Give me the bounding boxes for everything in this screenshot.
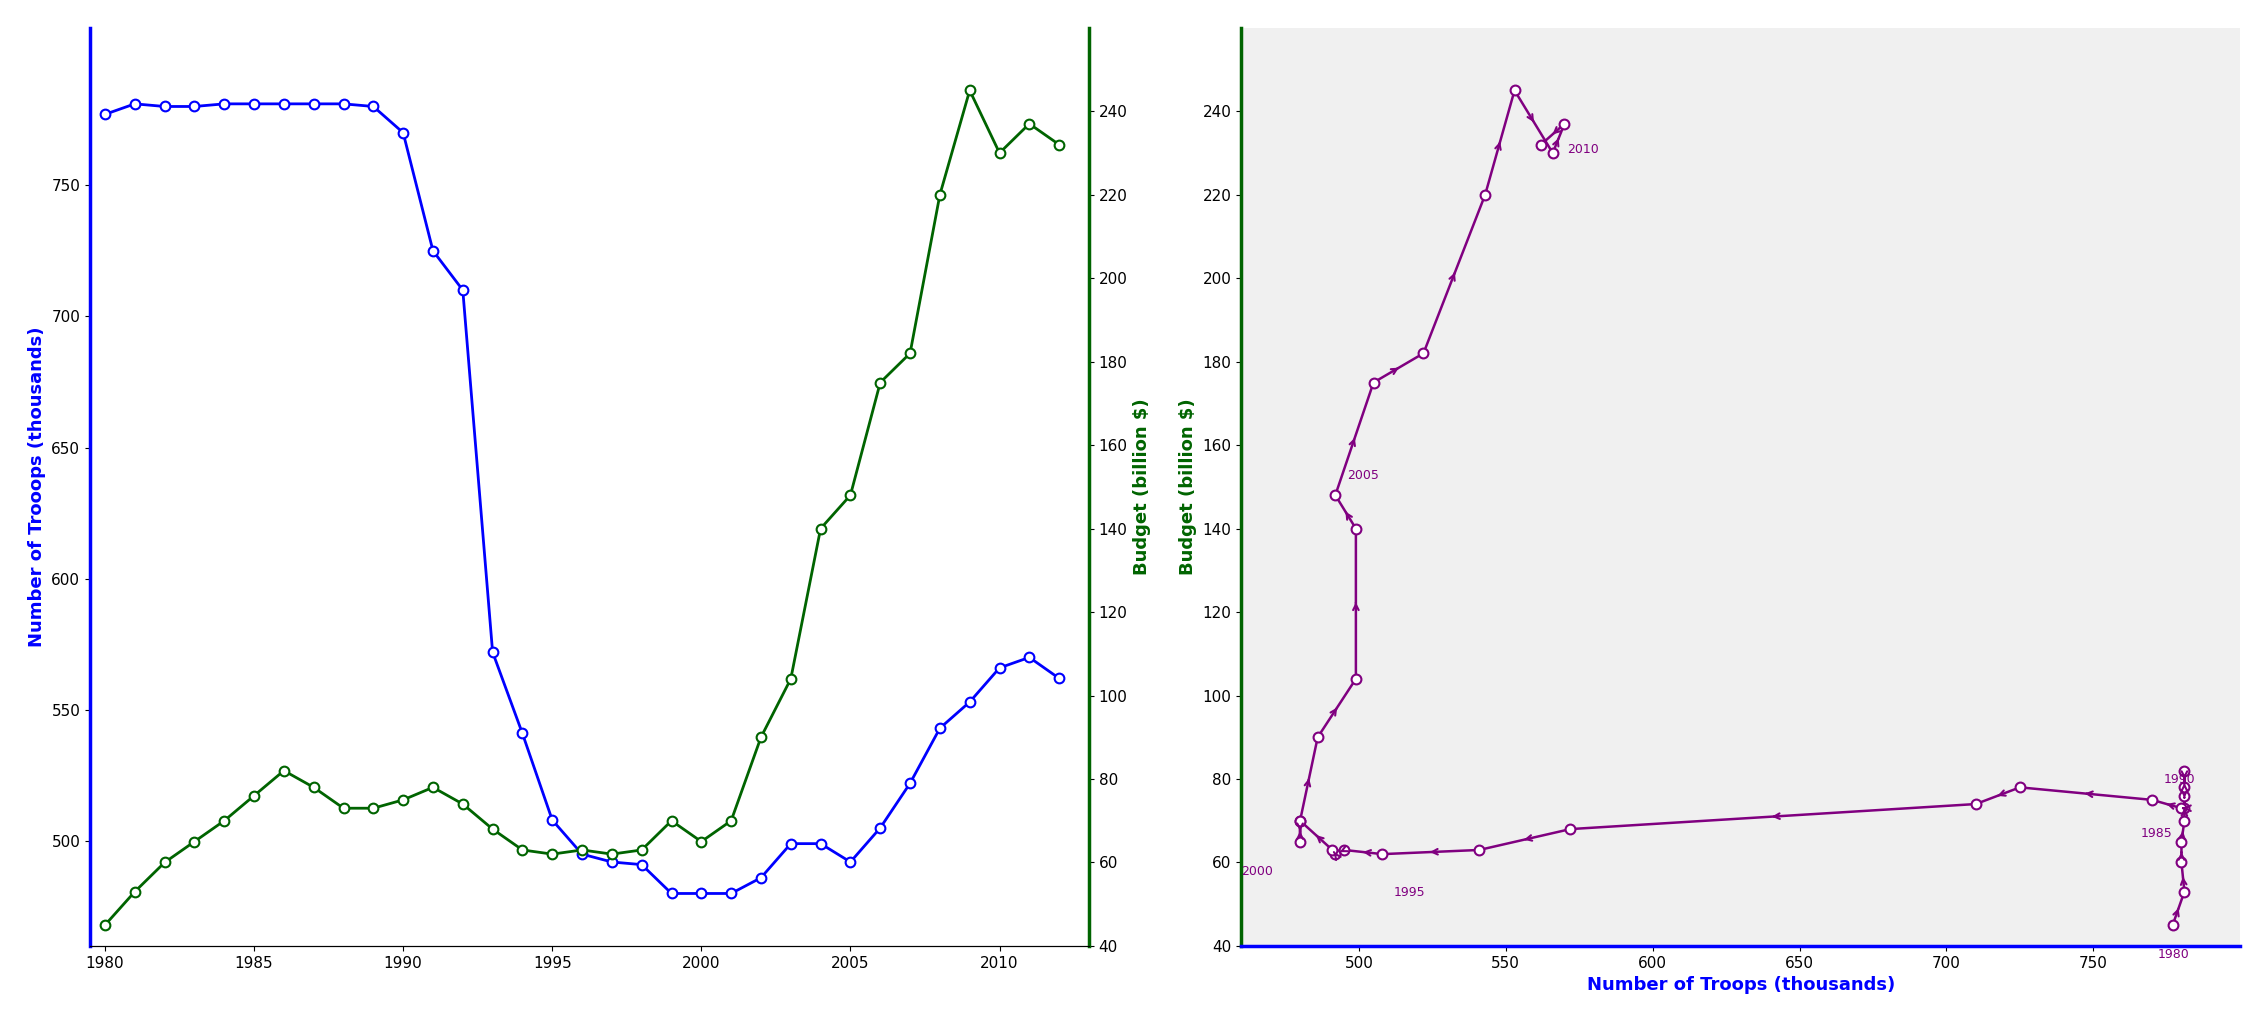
Text: 2005: 2005 (1347, 468, 1379, 481)
Point (2155, 917, 2191, 933)
Point (1467, 187, 1504, 203)
Point (2164, 800, 2200, 817)
Y-axis label: Budget (billion $): Budget (billion $) (1134, 399, 1152, 575)
Point (1461, 842, 1497, 858)
Point (1547, 115, 1583, 132)
Point (1281, 833, 1318, 849)
Point (1281, 812, 1318, 829)
Point (1535, 145, 1572, 161)
Point (1338, 520, 1374, 537)
Point (1957, 796, 1994, 812)
Text: 2010: 2010 (1567, 143, 1599, 156)
Point (2003, 779, 2039, 795)
Text: 1985: 1985 (2141, 828, 2173, 840)
Point (1318, 846, 1354, 863)
Text: 1990: 1990 (2164, 774, 2195, 786)
Y-axis label: Budget (billion $): Budget (billion $) (1179, 399, 1198, 575)
Y-axis label: Number of Trooops (thousands): Number of Trooops (thousands) (27, 327, 45, 647)
Point (2164, 854, 2200, 871)
Point (2166, 788, 2202, 804)
Point (1300, 729, 1336, 745)
Point (1356, 374, 1393, 390)
Point (1497, 82, 1533, 98)
X-axis label: Number of Troops (thousands): Number of Troops (thousands) (1588, 976, 1894, 994)
Point (2166, 762, 2202, 779)
Point (2166, 800, 2202, 817)
Point (1363, 846, 1399, 863)
Text: 1995: 1995 (1395, 886, 1427, 899)
Point (1551, 821, 1588, 837)
Point (2166, 779, 2202, 795)
Point (2166, 883, 2202, 899)
Point (1406, 345, 1442, 362)
Point (1313, 842, 1349, 858)
Text: 1980: 1980 (2157, 948, 2189, 962)
Point (2166, 812, 2202, 829)
Point (1327, 842, 1363, 858)
Text: 2000: 2000 (1241, 865, 1272, 878)
Point (1522, 137, 1558, 153)
Point (2164, 833, 2200, 849)
Point (1281, 812, 1318, 829)
Point (1338, 670, 1374, 687)
Point (1318, 487, 1354, 504)
Point (2134, 792, 2170, 808)
